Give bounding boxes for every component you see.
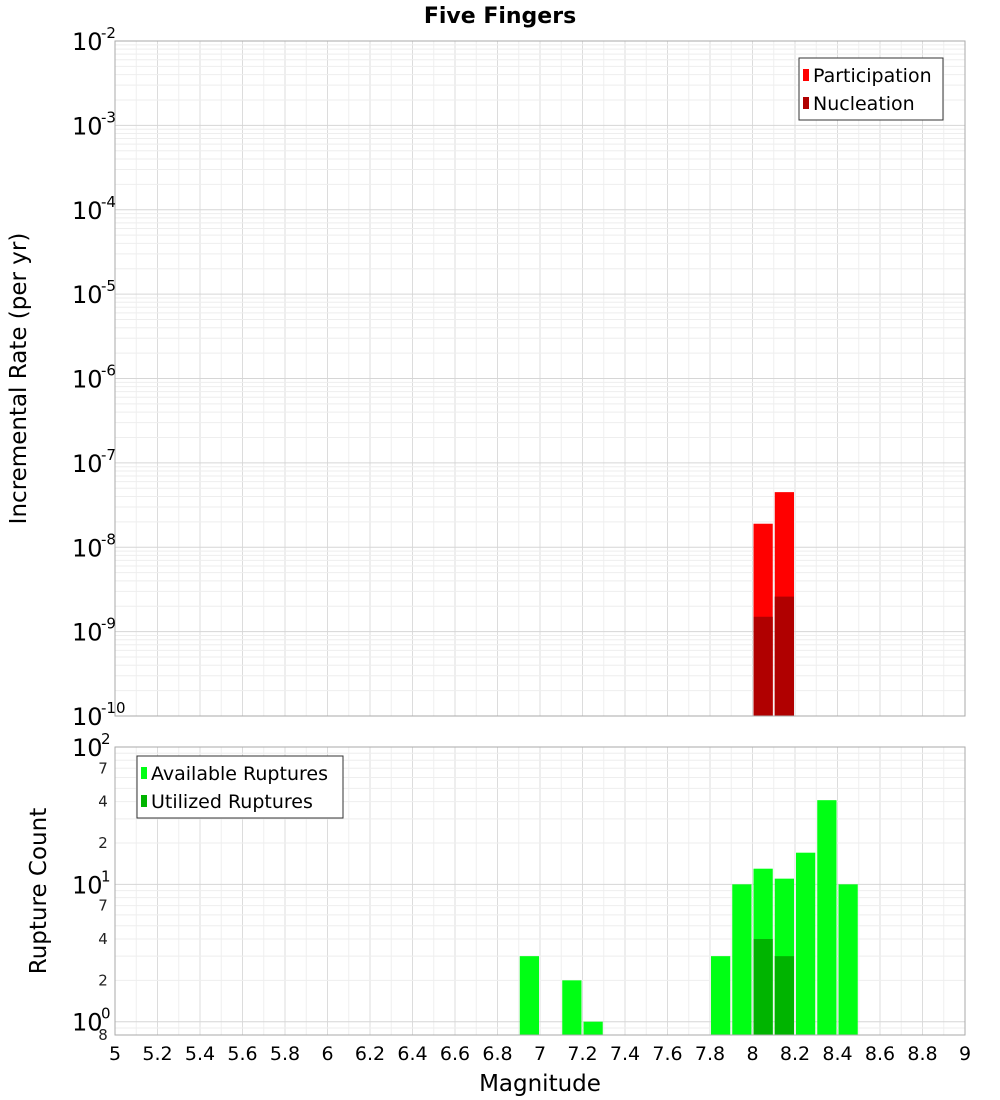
- top-panel-gridlines: [115, 41, 965, 716]
- y-minor-tick-label: 4: [98, 793, 108, 811]
- y-tick-exponent: -3: [101, 108, 116, 126]
- bar-nucleation: [775, 597, 794, 716]
- y-tick-exponent: 2: [101, 730, 111, 748]
- y-tick-exponent: 1: [101, 867, 111, 885]
- x-tick-label: 5.8: [270, 1043, 300, 1065]
- x-tick-label: 5.4: [185, 1043, 215, 1065]
- bar-available-ruptures: [520, 956, 539, 1035]
- x-tick-label: 7.4: [610, 1043, 640, 1065]
- bottom-legend: Available Ruptures Utilized Ruptures: [137, 756, 343, 818]
- y-tick-exponent: -4: [101, 193, 116, 211]
- y-tick-label: 10: [72, 112, 103, 140]
- y-tick-label: 10: [72, 366, 103, 394]
- y-minor-tick-label: 4: [98, 930, 108, 948]
- y-tick-label: 10: [72, 871, 103, 899]
- legend-swatch: [141, 795, 147, 807]
- y-tick-label: 10: [72, 28, 103, 56]
- y-tick-label: 10: [72, 197, 103, 225]
- x-tick-label: 7.8: [695, 1043, 725, 1065]
- bar-utilized-ruptures: [754, 939, 773, 1035]
- bar-available-ruptures: [732, 884, 751, 1035]
- bar-nucleation: [754, 617, 773, 716]
- y-tick-exponent: -5: [101, 277, 116, 295]
- legend-label: Nucleation: [813, 93, 915, 115]
- bar-available-ruptures: [796, 853, 815, 1035]
- x-tick-label: 6.6: [440, 1043, 470, 1065]
- x-tick-label: 5.6: [227, 1043, 257, 1065]
- x-tick-label: 8.2: [780, 1043, 810, 1065]
- bottom-y-axis-label: Rupture Count: [26, 808, 52, 974]
- y-minor-tick-label: 2: [98, 971, 108, 989]
- x-tick-label: 7: [534, 1043, 546, 1065]
- y-tick-exponent: -2: [101, 24, 116, 42]
- y-tick-exponent: -6: [101, 362, 116, 380]
- top-y-tick-labels: 10-210-310-410-510-610-710-810-910-10: [72, 24, 126, 731]
- bar-available-ruptures: [817, 800, 836, 1035]
- top-y-axis-label: Incremental Rate (per yr): [6, 233, 32, 525]
- y-minor-tick-label: 8: [98, 1026, 108, 1044]
- bar-available-ruptures: [584, 1022, 603, 1035]
- y-tick-label: 10: [72, 534, 103, 562]
- y-tick-label: 10: [72, 450, 103, 478]
- y-tick-label: 10: [72, 703, 103, 731]
- legend-swatch: [141, 767, 147, 779]
- bar-available-ruptures: [711, 956, 730, 1035]
- x-tick-label: 8.4: [822, 1043, 852, 1065]
- x-axis-label: Magnitude: [479, 1071, 601, 1097]
- y-tick-exponent: 0: [101, 1005, 111, 1023]
- x-tick-label: 8.8: [907, 1043, 937, 1065]
- x-tick-label: 7.2: [567, 1043, 597, 1065]
- legend-label: Participation: [813, 65, 932, 87]
- y-minor-tick-label: 7: [98, 897, 108, 915]
- bar-available-ruptures: [839, 884, 858, 1035]
- legend-swatch: [803, 97, 809, 109]
- top-legend: Participation Nucleation: [799, 58, 943, 120]
- x-tick-label: 6: [321, 1043, 333, 1065]
- bar-available-ruptures: [562, 980, 581, 1035]
- x-tick-label: 9: [959, 1043, 971, 1065]
- x-tick-label: 8: [746, 1043, 758, 1065]
- x-tick-label: 7.6: [652, 1043, 682, 1065]
- legend-label: Available Ruptures: [151, 763, 328, 785]
- chart-title: Five Fingers: [424, 4, 576, 29]
- x-tick-label: 6.2: [355, 1043, 385, 1065]
- bar-utilized-ruptures: [775, 956, 794, 1035]
- x-tick-label: 5.2: [142, 1043, 172, 1065]
- x-tick-label: 6.8: [482, 1043, 512, 1065]
- y-tick-label: 10: [72, 281, 103, 309]
- x-tick-label: 6.4: [397, 1043, 427, 1065]
- y-tick-exponent: -10: [101, 699, 126, 717]
- x-tick-label: 5: [109, 1043, 121, 1065]
- y-tick-exponent: -8: [101, 530, 116, 548]
- y-minor-tick-label: 2: [98, 834, 108, 852]
- y-minor-tick-label: 7: [98, 759, 108, 777]
- y-tick-label: 10: [72, 619, 103, 647]
- y-tick-exponent: -9: [101, 615, 116, 633]
- legend-swatch: [803, 69, 809, 81]
- x-tick-label: 8.6: [865, 1043, 895, 1065]
- y-tick-exponent: -7: [101, 446, 116, 464]
- x-tick-labels: 5 5.2 5.4 5.6 5.8 6 6.2 6.4 6.6 6.8 7 7.2 7.4 7.6 7.8 8…: [109, 1043, 971, 1065]
- y-tick-label: 10: [72, 734, 103, 762]
- legend-label: Utilized Ruptures: [151, 791, 313, 813]
